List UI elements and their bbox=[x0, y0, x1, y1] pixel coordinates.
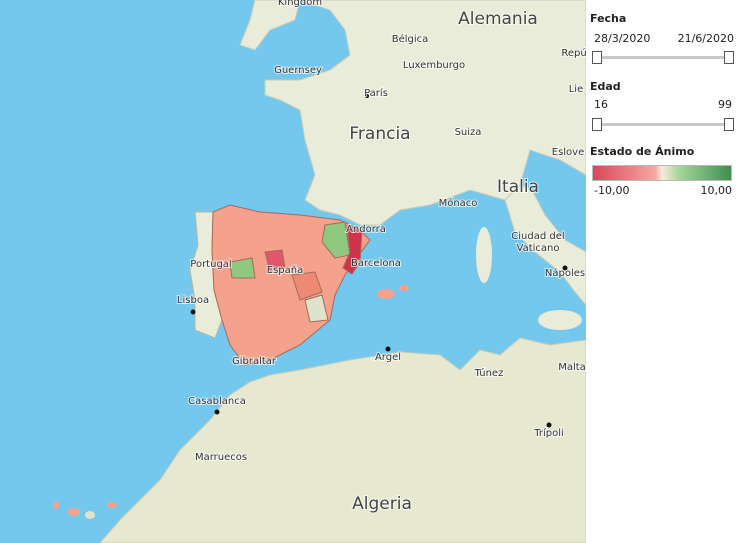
place-label: Malta bbox=[558, 362, 586, 373]
slider-track[interactable] bbox=[596, 123, 728, 126]
legend-title: Estado de Ánimo bbox=[590, 145, 695, 158]
region-green-2 bbox=[229, 257, 256, 279]
place-label: Francia bbox=[349, 124, 410, 144]
place-label: Marruecos bbox=[195, 452, 247, 463]
balearic bbox=[377, 289, 395, 299]
land-britain bbox=[239, 0, 301, 51]
land-africa bbox=[99, 337, 586, 543]
filter-min: 16 bbox=[594, 98, 608, 111]
slider-track[interactable] bbox=[596, 56, 728, 59]
place-label: Kingdom bbox=[278, 0, 322, 8]
place-label: Italia bbox=[497, 177, 539, 197]
place-label: Trípoli bbox=[533, 427, 564, 439]
place-label: Lie bbox=[569, 84, 584, 95]
filter-panel: Fecha 28/3/2020 21/6/2020 Edad 16 99 Est… bbox=[586, 0, 754, 543]
filter-title: Edad bbox=[590, 80, 621, 93]
canary bbox=[107, 502, 117, 508]
city-dots bbox=[190, 94, 568, 428]
place-label: Vaticano bbox=[517, 243, 560, 254]
filter-max: 99 bbox=[718, 98, 732, 111]
filter-min: 28/3/2020 bbox=[594, 32, 651, 45]
place-label: Guernsey bbox=[274, 65, 322, 76]
filter-max: 21/6/2020 bbox=[677, 32, 734, 45]
legend-min: -10,00 bbox=[594, 184, 630, 197]
canary bbox=[53, 501, 59, 509]
place-label: España bbox=[267, 265, 303, 276]
place-label: Barcelona bbox=[351, 258, 401, 269]
color-legend bbox=[592, 165, 732, 181]
balearic bbox=[399, 285, 409, 291]
land-europe bbox=[264, 0, 586, 226]
land-italy bbox=[504, 184, 586, 306]
slider-handle[interactable] bbox=[592, 51, 602, 64]
place-label: Algeria bbox=[352, 494, 412, 514]
region-pale bbox=[304, 294, 329, 323]
land-sicily bbox=[538, 310, 582, 330]
place-label: Casablanca bbox=[188, 396, 246, 407]
region-green bbox=[321, 221, 351, 259]
canary bbox=[85, 511, 95, 519]
region-darkred bbox=[342, 225, 363, 275]
place-label: Ciudad del bbox=[511, 231, 564, 242]
filter-title: Fecha bbox=[590, 12, 627, 25]
place-label: Portugal bbox=[190, 259, 231, 270]
place-label: Túnez bbox=[474, 367, 504, 379]
place-label: Suiza bbox=[455, 127, 482, 138]
slider-handle[interactable] bbox=[724, 118, 734, 131]
place-label: Lisboa bbox=[177, 295, 209, 306]
place-label: Bélgica bbox=[392, 33, 429, 45]
land-corsica-sardinia bbox=[476, 227, 492, 283]
place-label: Andorra bbox=[346, 224, 386, 235]
canary bbox=[68, 508, 80, 516]
place-label: Luxemburgo bbox=[403, 60, 465, 71]
place-label: Argel bbox=[375, 352, 401, 363]
place-label: Gibraltar bbox=[232, 356, 277, 367]
place-label: Mónaco bbox=[439, 197, 478, 209]
place-label: Eslove bbox=[552, 147, 585, 158]
place-label: París bbox=[364, 87, 388, 99]
region-orange bbox=[291, 271, 323, 301]
slider-handle[interactable] bbox=[724, 51, 734, 64]
legend-max: 10,00 bbox=[700, 184, 733, 197]
place-label: Repú bbox=[561, 47, 586, 59]
region-red bbox=[264, 249, 286, 273]
place-label: Alemania bbox=[458, 9, 538, 29]
map: Kingdom Alemania Bélgica Luxemburgo Guer… bbox=[0, 0, 586, 543]
slider-handle[interactable] bbox=[592, 118, 602, 131]
place-label: Nápoles bbox=[545, 267, 585, 279]
